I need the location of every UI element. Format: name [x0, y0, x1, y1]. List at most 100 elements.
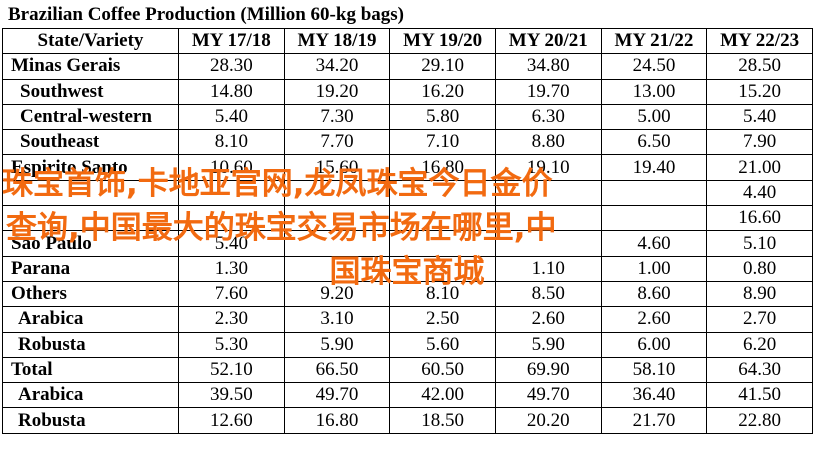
header-row: State/Variety MY 17/18 MY 18/19 MY 19/20…	[2, 27, 813, 55]
column-header: MY 18/19	[283, 27, 391, 55]
data-cell: 8.80	[494, 129, 602, 156]
data-cell: 24.50	[600, 53, 708, 80]
data-cell: 5.80	[389, 103, 496, 131]
table-row: Others 7.60 9.20 8.10 8.50 8.60 8.90	[2, 280, 813, 308]
data-cell: 0.80	[706, 255, 813, 282]
data-cell: 28.30	[178, 53, 285, 80]
data-cell: 2.60	[600, 306, 708, 333]
data-cell	[283, 205, 391, 232]
data-cell: 16.80	[389, 154, 496, 181]
data-cell: 19.40	[600, 154, 708, 181]
coffee-production-table: State/Variety MY 17/18 MY 18/19 MY 19/20…	[2, 27, 813, 434]
data-cell: 1.00	[600, 255, 708, 282]
data-cell: 13.00	[600, 78, 708, 105]
row-label: Robusta	[2, 407, 179, 434]
data-cell: 12.60	[178, 407, 285, 434]
table-row: Arabica 2.30 3.10 2.50 2.60 2.60 2.70	[2, 306, 813, 333]
data-cell: 8.10	[389, 280, 496, 308]
data-cell: 66.50	[283, 356, 391, 384]
data-cell: 2.60	[494, 306, 602, 333]
column-header: MY 19/20	[389, 27, 496, 55]
table-row: Espirito Santo 10.60 15.60 16.80 19.10 19.40 2…	[2, 154, 813, 181]
row-label: Espirito Santo	[2, 154, 179, 181]
data-cell: 2.70	[706, 306, 813, 333]
row-label	[2, 179, 179, 207]
data-cell: 7.10	[389, 129, 496, 156]
data-cell	[494, 205, 602, 232]
data-cell: 5.30	[178, 331, 285, 358]
data-cell: 22.80	[706, 407, 813, 434]
table-row: Total 52.10 66.50 60.50 69.90 58.10 64.30	[2, 356, 813, 384]
data-cell: 64.30	[706, 356, 813, 384]
data-cell: 58.10	[600, 356, 708, 384]
data-cell: 1.30	[178, 255, 285, 282]
data-cell: 6.50	[600, 129, 708, 156]
table-row: Robusta 12.60 16.80 18.50 20.20 21.70 22.80	[2, 407, 813, 434]
data-cell: 8.60	[600, 280, 708, 308]
row-label: Arabica	[2, 382, 179, 409]
column-header: MY 17/18	[178, 27, 285, 55]
row-label: Total	[2, 356, 179, 384]
data-cell	[494, 179, 602, 207]
row-label: Others	[2, 280, 179, 308]
data-cell: 21.70	[600, 407, 708, 434]
table-row: Southwest 14.80 19.20 16.20 19.70 13.00 15.20	[2, 78, 813, 105]
data-cell: 8.10	[178, 129, 285, 156]
data-cell	[389, 179, 496, 207]
table-row: Parana 1.30 1.10 1.00 0.80	[2, 255, 813, 282]
data-cell: 18.50	[389, 407, 496, 434]
data-cell: 3.10	[283, 306, 391, 333]
data-cell: 20.20	[494, 407, 602, 434]
data-cell: 6.00	[600, 331, 708, 358]
data-cell: 10.60	[178, 154, 285, 181]
table-row: Robusta 5.30 5.90 5.60 5.90 6.00 6.20	[2, 331, 813, 358]
data-cell	[389, 205, 496, 232]
data-cell: 16.20	[389, 78, 496, 105]
data-cell: 7.90	[706, 129, 813, 156]
data-cell: 41.50	[706, 382, 813, 409]
table-row: 16.60	[2, 205, 813, 232]
data-cell: 7.30	[283, 103, 391, 131]
row-label: Minas Gerais	[2, 53, 179, 80]
data-cell: 21.00	[706, 154, 813, 181]
data-cell: 5.40	[706, 103, 813, 131]
data-cell: 5.40	[178, 103, 285, 131]
data-cell: 34.80	[494, 53, 602, 80]
data-cell: 15.60	[283, 154, 391, 181]
table-body: Minas Gerais 28.30 34.20 29.10 34.80 24.50 28.…	[2, 53, 813, 434]
data-cell: 8.50	[494, 280, 602, 308]
data-cell: 16.80	[283, 407, 391, 434]
data-cell: 5.10	[706, 230, 813, 257]
data-cell: 6.20	[706, 331, 813, 358]
row-label: Sao Paulo	[2, 230, 179, 257]
data-cell: 29.10	[389, 53, 496, 80]
column-header: State/Variety	[2, 27, 179, 55]
data-cell	[283, 230, 391, 257]
data-cell: 14.80	[178, 78, 285, 105]
table-row: Southeast 8.10 7.70 7.10 8.80 6.50 7.90	[2, 129, 813, 156]
data-cell: 49.70	[283, 382, 391, 409]
data-cell: 5.90	[494, 331, 602, 358]
data-cell: 60.50	[389, 356, 496, 384]
table-row: Central-western 5.40 7.30 5.80 6.30 5.00 5.40	[2, 103, 813, 131]
data-cell	[178, 205, 285, 232]
data-cell: 19.70	[494, 78, 602, 105]
data-cell: 5.90	[283, 331, 391, 358]
data-cell	[600, 205, 708, 232]
data-cell: 1.10	[494, 255, 602, 282]
data-cell: 69.90	[494, 356, 602, 384]
data-cell: 9.20	[283, 280, 391, 308]
data-cell: 4.60	[600, 230, 708, 257]
data-cell: 2.30	[178, 306, 285, 333]
data-cell	[283, 255, 391, 282]
data-cell: 52.10	[178, 356, 285, 384]
table-row: Minas Gerais 28.30 34.20 29.10 34.80 24.50 28.…	[2, 53, 813, 80]
data-cell	[389, 255, 496, 282]
row-label: Robusta	[2, 331, 179, 358]
data-cell	[178, 179, 285, 207]
data-cell: 4.40	[706, 179, 813, 207]
data-cell: 5.40	[178, 230, 285, 257]
data-cell	[283, 179, 391, 207]
table-row: Arabica 39.50 49.70 42.00 49.70 36.40 41.50	[2, 382, 813, 409]
